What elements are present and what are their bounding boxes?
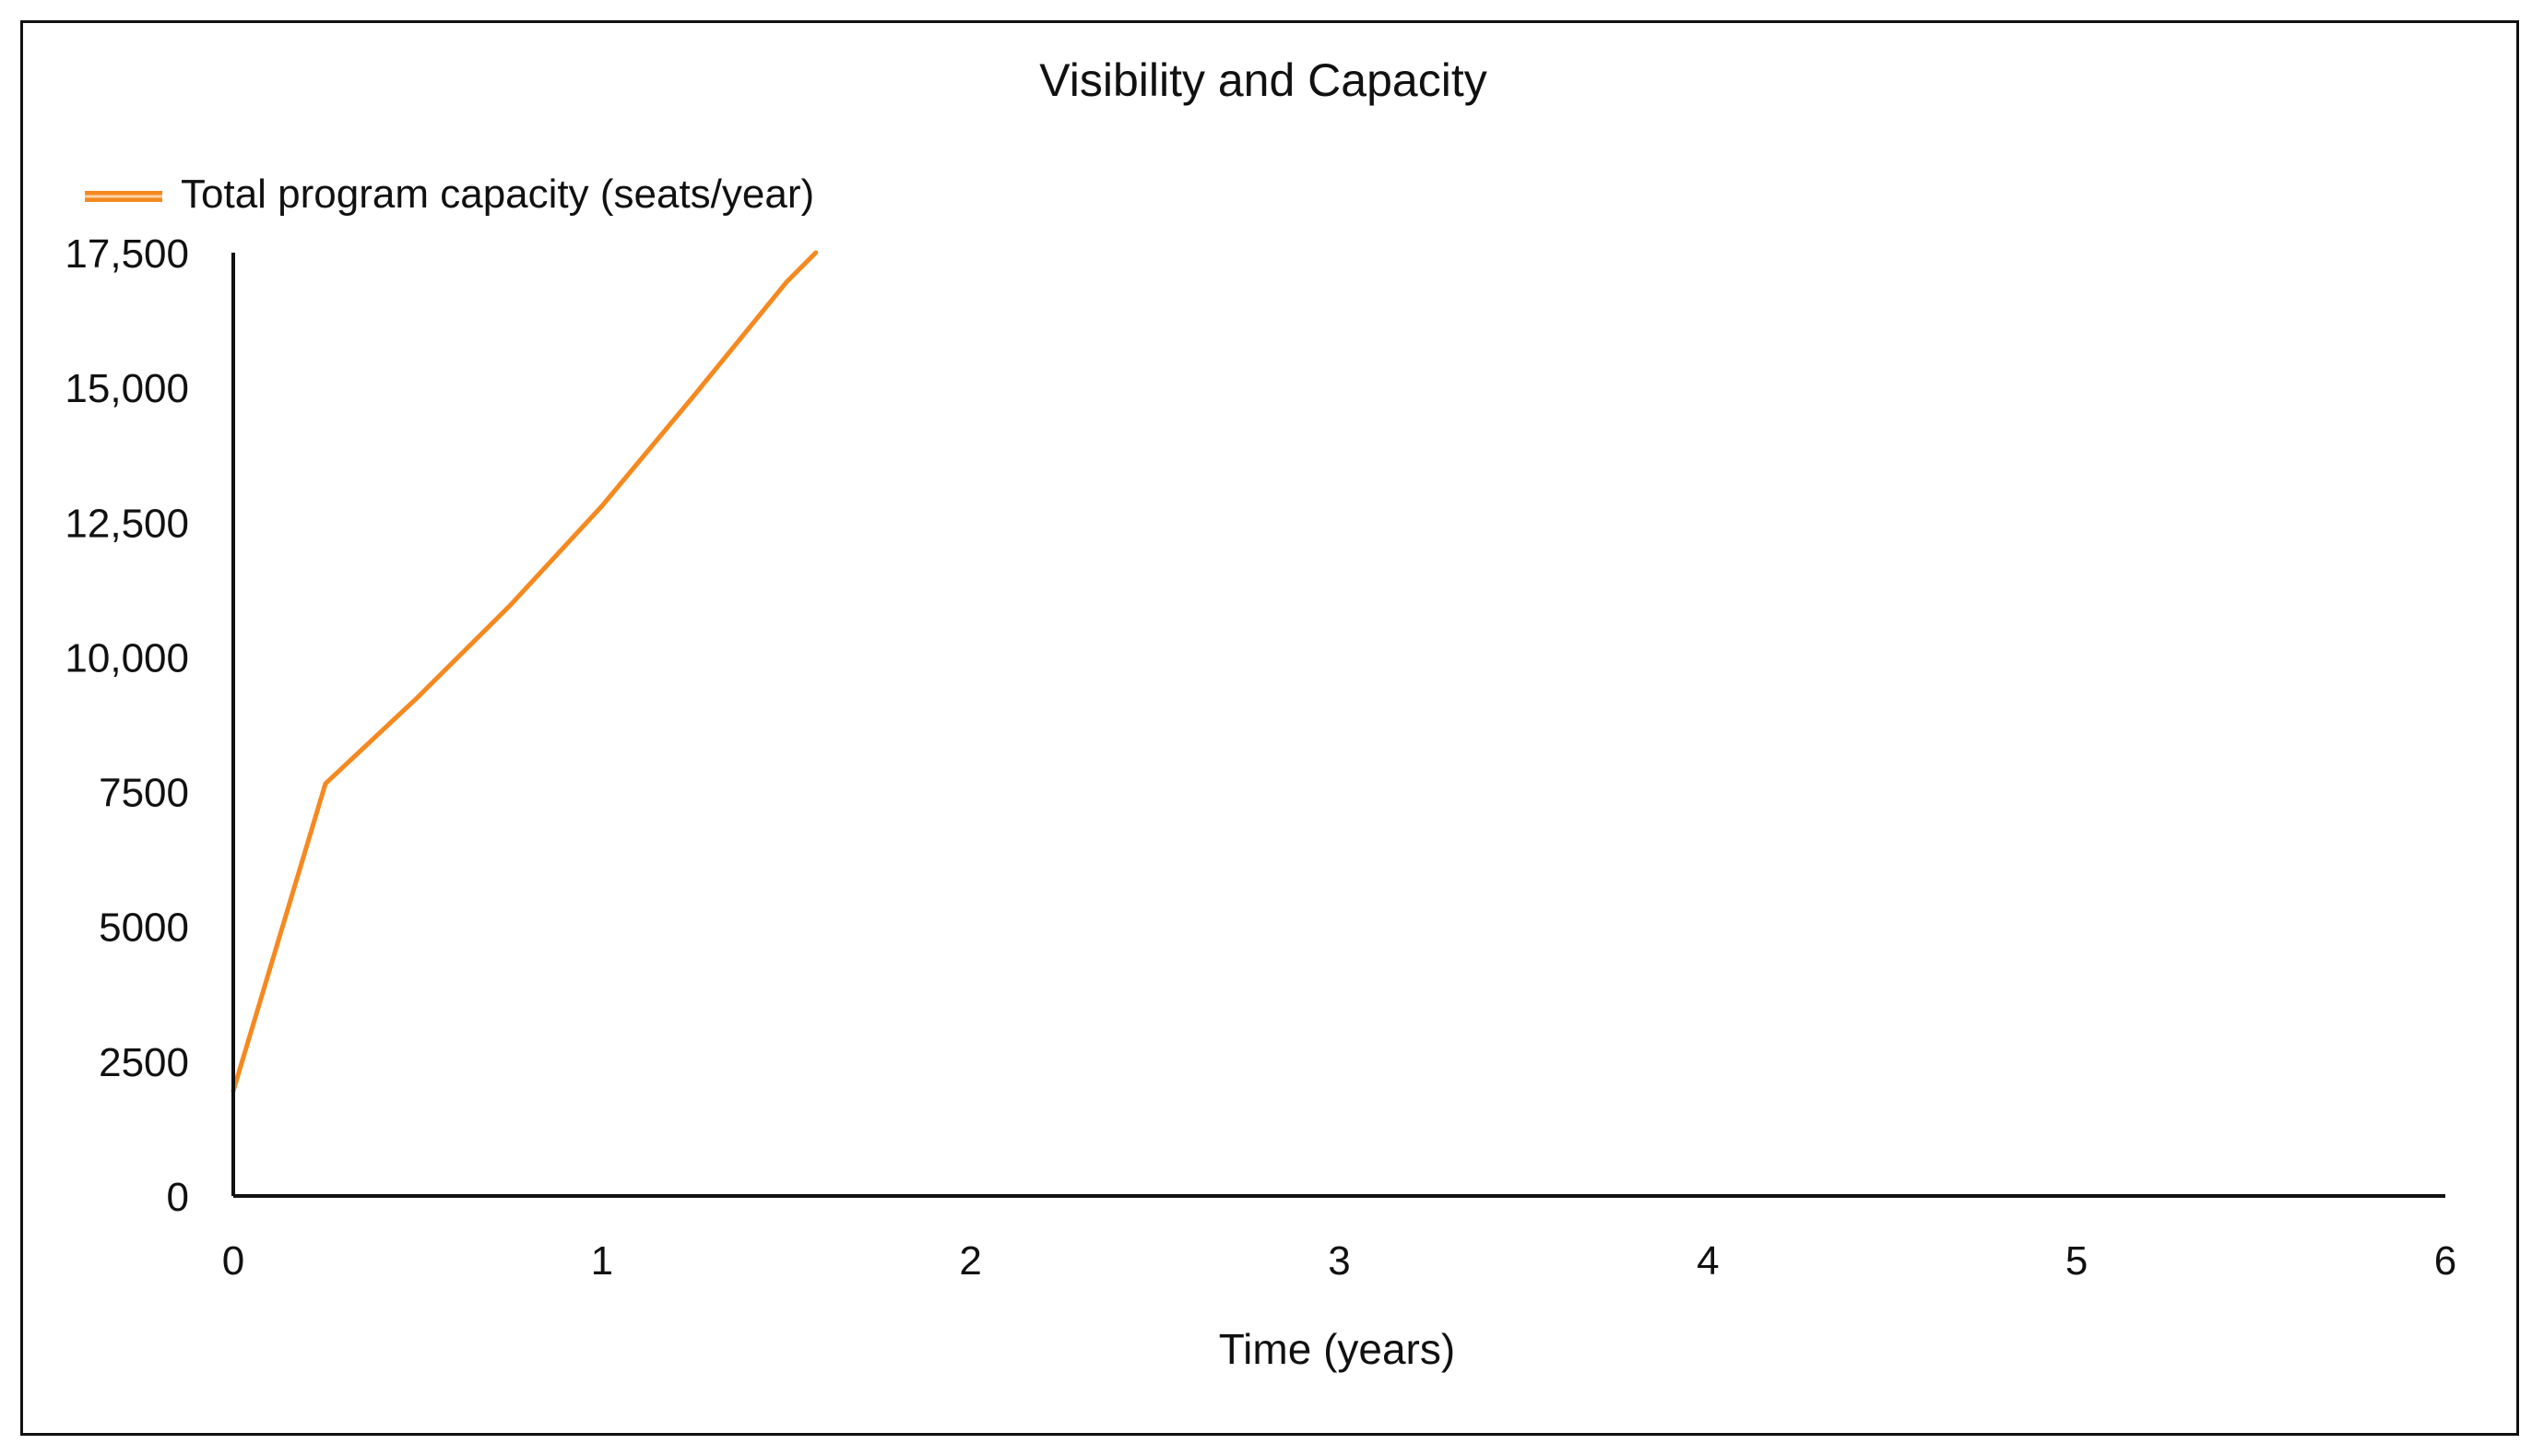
series-line xyxy=(231,250,819,1094)
legend-item: Total program capacity (seats/year) xyxy=(85,172,814,217)
y-axis-tick-labels: 0 2500 5000 7500 10,000 12,500 15,000 17,500 xyxy=(65,231,189,1220)
x-tick-label: 4 xyxy=(1697,1238,1719,1284)
x-tick-label: 6 xyxy=(2434,1238,2456,1284)
legend-label: Total program capacity (seats/year) xyxy=(181,172,814,217)
legend: Total program capacity (seats/year) xyxy=(85,172,814,217)
chart-frame xyxy=(20,20,2519,1436)
x-tick-label: 0 xyxy=(222,1238,244,1284)
y-tick-label: 0 xyxy=(167,1175,189,1220)
plot-area: 0 2500 5000 7500 10,000 12,500 15,000 17,500 0 1… xyxy=(65,231,2456,1284)
x-axis-tick-labels: 0 1 2 3 4 5 6 xyxy=(222,1238,2456,1284)
y-tick-label: 12,500 xyxy=(65,501,189,546)
chart-title: Visibility and Capacity xyxy=(1039,54,1486,106)
y-tick-label: 15,000 xyxy=(65,366,189,411)
y-tick-label: 2500 xyxy=(99,1040,189,1085)
x-tick-label: 2 xyxy=(959,1238,981,1284)
x-tick-label: 5 xyxy=(2065,1238,2088,1284)
y-tick-label: 10,000 xyxy=(65,635,189,681)
y-tick-label: 17,500 xyxy=(65,231,189,277)
x-tick-label: 1 xyxy=(591,1238,613,1284)
y-tick-label: 5000 xyxy=(99,906,189,951)
y-tick-label: 7500 xyxy=(99,771,189,816)
x-axis-label: Time (years) xyxy=(1219,1325,1455,1373)
x-tick-label: 3 xyxy=(1328,1238,1350,1284)
